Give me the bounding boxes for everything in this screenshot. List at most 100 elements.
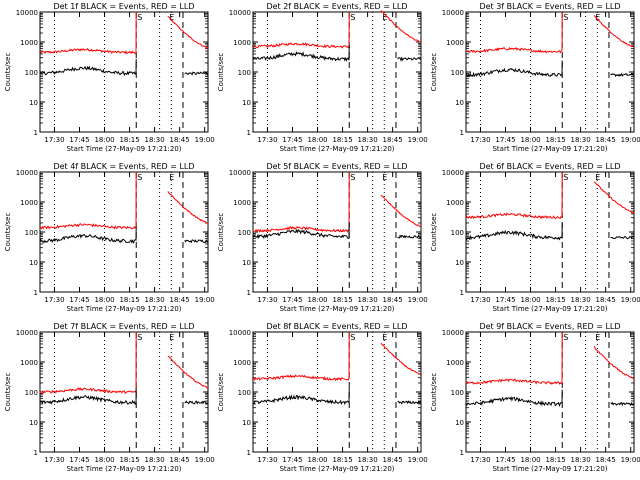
x-tick-label: 17:45 bbox=[495, 296, 515, 304]
end-flag: E bbox=[382, 333, 387, 342]
x-tick-label: 19:00 bbox=[195, 456, 215, 464]
start-flag: S bbox=[350, 173, 355, 182]
panel-5: Det 5f BLACK = Events, RED = LLD 1 10 100 10… bbox=[217, 162, 428, 313]
y-tick-label: 1 bbox=[34, 449, 38, 457]
events-series-pre bbox=[465, 389, 563, 408]
panel-3: Det 3f BLACK = Events, RED = LLD 1 10 100 10… bbox=[430, 2, 640, 153]
x-axis-label: Start Time (27-May-09 17:21:20) bbox=[66, 305, 181, 313]
events-series-post bbox=[610, 401, 635, 407]
end-flag: E bbox=[595, 333, 600, 342]
x-tick-label: 18:00 bbox=[94, 296, 114, 304]
panel-1: Det 1f BLACK = Events, RED = LLD 1 10 100 10… bbox=[4, 2, 215, 153]
y-axis-label: Counts/sec bbox=[4, 53, 12, 92]
x-tick-label: 18:30 bbox=[145, 456, 165, 464]
x-tick-label: 19:00 bbox=[408, 296, 428, 304]
x-tick-label: 18:30 bbox=[358, 456, 378, 464]
y-tick-label: 100 bbox=[451, 389, 464, 397]
x-tick-label: 18:00 bbox=[520, 296, 540, 304]
x-tick-label: 18:00 bbox=[520, 456, 540, 464]
y-tick-label: 1000 bbox=[446, 39, 464, 47]
events-series-pre bbox=[39, 59, 137, 77]
panel-4: Det 4f BLACK = Events, RED = LLD 1 10 100 10… bbox=[4, 162, 215, 313]
events-series-post bbox=[397, 234, 422, 239]
end-flag: E bbox=[169, 13, 174, 22]
panel-8: Det 8f BLACK = Events, RED = LLD 1 10 100 10… bbox=[217, 322, 428, 473]
events-series-post bbox=[397, 56, 422, 62]
x-tick-label: 17:45 bbox=[69, 296, 89, 304]
events-series-post bbox=[184, 400, 209, 405]
x-tick-label: 18:30 bbox=[145, 136, 165, 144]
y-tick-label: 10000 bbox=[16, 169, 38, 177]
x-tick-label: 19:00 bbox=[621, 136, 640, 144]
y-tick-label: 1000 bbox=[20, 359, 38, 367]
y-axis-label: Counts/sec bbox=[4, 213, 12, 252]
end-flag: E bbox=[382, 173, 387, 182]
y-tick-label: 1000 bbox=[446, 199, 464, 207]
x-tick-label: 18:45 bbox=[596, 456, 616, 464]
lld-series-pre bbox=[39, 171, 137, 230]
events-series-post bbox=[610, 72, 635, 78]
x-tick-label: 19:00 bbox=[621, 456, 640, 464]
x-tick-label: 18:45 bbox=[596, 296, 616, 304]
x-tick-label: 17:30 bbox=[470, 136, 490, 144]
x-tick-label: 17:45 bbox=[282, 296, 302, 304]
y-tick-label: 10000 bbox=[229, 169, 251, 177]
y-tick-label: 1000 bbox=[233, 199, 251, 207]
start-flag: S bbox=[137, 173, 142, 182]
y-tick-label: 10 bbox=[455, 99, 464, 107]
y-tick-label: 1 bbox=[247, 289, 251, 297]
lld-series-pre bbox=[465, 171, 563, 220]
x-tick-label: 18:15 bbox=[545, 296, 565, 304]
panel-title: Det 1f BLACK = Events, RED = LLD bbox=[53, 2, 194, 11]
x-tick-label: 17:30 bbox=[44, 136, 64, 144]
start-flag: S bbox=[137, 333, 142, 342]
lld-series-pre bbox=[465, 11, 563, 54]
end-flag: E bbox=[382, 13, 387, 22]
x-tick-label: 18:00 bbox=[520, 136, 540, 144]
x-tick-label: 18:15 bbox=[119, 296, 139, 304]
y-tick-label: 10 bbox=[29, 419, 38, 427]
x-tick-label: 18:30 bbox=[571, 296, 591, 304]
x-tick-label: 17:45 bbox=[282, 136, 302, 144]
end-flag: E bbox=[169, 173, 174, 182]
y-tick-label: 100 bbox=[25, 389, 38, 397]
events-series-pre bbox=[252, 388, 350, 406]
y-tick-label: 10 bbox=[242, 419, 251, 427]
x-tick-label: 18:00 bbox=[307, 296, 327, 304]
y-tick-label: 10000 bbox=[442, 329, 464, 337]
events-series-pre bbox=[465, 223, 563, 241]
lld-series-post bbox=[167, 191, 209, 224]
x-tick-label: 18:45 bbox=[383, 296, 403, 304]
x-tick-label: 17:30 bbox=[470, 456, 490, 464]
y-tick-label: 1 bbox=[34, 129, 38, 137]
panel-title: Det 6f BLACK = Events, RED = LLD bbox=[479, 162, 620, 171]
lld-series-post bbox=[593, 346, 635, 380]
y-tick-label: 1 bbox=[247, 449, 251, 457]
panel-title: Det 8f BLACK = Events, RED = LLD bbox=[266, 322, 407, 331]
x-axis-label: Start Time (27-May-09 17:21:20) bbox=[279, 305, 394, 313]
y-tick-label: 1000 bbox=[20, 39, 38, 47]
events-series-post bbox=[610, 236, 635, 240]
x-tick-label: 18:45 bbox=[170, 456, 190, 464]
x-axis-label: Start Time (27-May-09 17:21:20) bbox=[492, 145, 607, 153]
x-tick-label: 18:45 bbox=[596, 136, 616, 144]
end-flag: E bbox=[595, 13, 600, 22]
panel-7: Det 7f BLACK = Events, RED = LLD 1 10 100 10… bbox=[4, 322, 215, 473]
x-tick-label: 18:00 bbox=[94, 456, 114, 464]
lld-series-pre bbox=[465, 331, 563, 385]
lld-series-post bbox=[380, 10, 422, 43]
x-tick-label: 18:30 bbox=[358, 296, 378, 304]
y-axis-label: Counts/sec bbox=[217, 213, 225, 252]
y-tick-label: 1 bbox=[460, 449, 464, 457]
y-axis-label: Counts/sec bbox=[430, 53, 438, 92]
x-tick-label: 19:00 bbox=[195, 136, 215, 144]
lld-series-post bbox=[593, 15, 635, 48]
events-series-post bbox=[184, 239, 209, 244]
lld-series-pre bbox=[252, 331, 350, 382]
x-tick-label: 17:45 bbox=[495, 136, 515, 144]
x-axis-label: Start Time (27-May-09 17:21:20) bbox=[279, 145, 394, 153]
x-tick-label: 17:30 bbox=[44, 456, 64, 464]
x-tick-label: 17:45 bbox=[282, 456, 302, 464]
x-axis-label: Start Time (27-May-09 17:21:20) bbox=[279, 465, 394, 473]
x-tick-label: 18:15 bbox=[332, 296, 352, 304]
